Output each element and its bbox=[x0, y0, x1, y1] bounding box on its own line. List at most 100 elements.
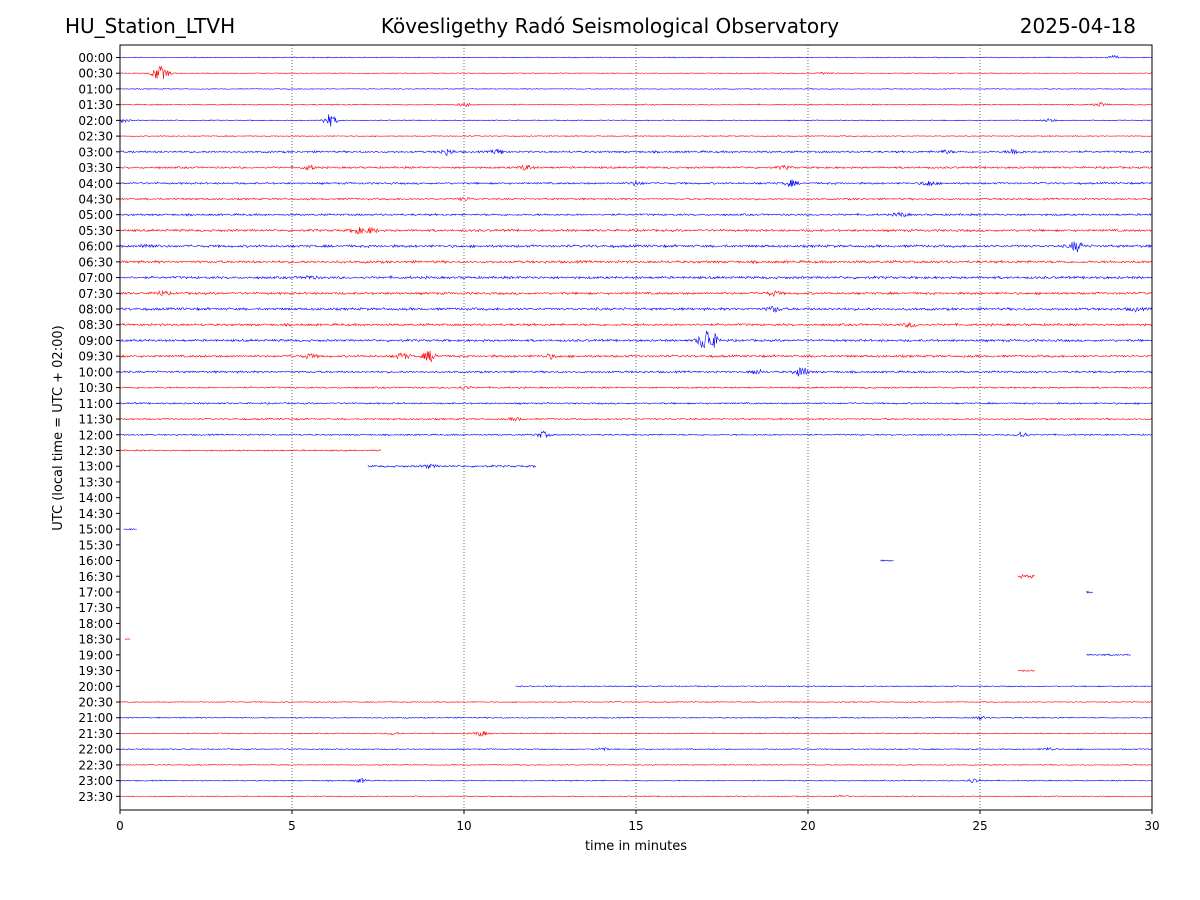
seismic-trace-1930 bbox=[1017, 669, 1035, 672]
seismic-trace-0600 bbox=[119, 241, 1153, 253]
y-tick-label: 02:30 bbox=[78, 130, 113, 144]
y-tick-label: 02:00 bbox=[78, 114, 113, 128]
seismic-trace-0500 bbox=[119, 211, 1152, 218]
seismic-trace-1030 bbox=[119, 385, 1153, 390]
seismic-trace-0100 bbox=[119, 88, 1152, 90]
y-tick-label: 17:00 bbox=[78, 585, 113, 599]
seismic-trace-0300 bbox=[119, 148, 1152, 157]
y-tick-label: 07:30 bbox=[78, 287, 113, 301]
seismic-trace-0930 bbox=[119, 350, 1152, 363]
x-tick-label: 15 bbox=[628, 819, 643, 833]
seismic-trace-0800 bbox=[119, 305, 1153, 313]
y-tick-label: 03:30 bbox=[78, 161, 113, 175]
seismic-trace-1300 bbox=[367, 463, 536, 470]
seismic-trace-2230 bbox=[119, 763, 1152, 766]
seismic-trace-0900 bbox=[119, 330, 1153, 349]
seismic-trace-2030 bbox=[119, 701, 1152, 703]
seismic-trace-0030 bbox=[119, 65, 1152, 80]
seismic-trace-0200 bbox=[119, 114, 1152, 127]
y-tick-label: 00:00 bbox=[78, 51, 113, 65]
seismic-trace-2000 bbox=[515, 685, 1152, 688]
seismic-trace-1100 bbox=[119, 401, 1153, 405]
seismic-trace-1900 bbox=[1086, 653, 1131, 657]
y-tick-label: 06:30 bbox=[78, 255, 113, 269]
seismic-trace-2130 bbox=[119, 731, 1152, 737]
y-tick-label: 14:30 bbox=[78, 507, 113, 521]
y-tick-label: 18:30 bbox=[78, 633, 113, 647]
y-tick-label: 23:00 bbox=[78, 774, 113, 788]
station-name: HU_Station_LTVH bbox=[65, 14, 236, 38]
y-tick-label: 19:00 bbox=[78, 648, 113, 662]
seismic-trace-2300 bbox=[119, 777, 1152, 784]
y-tick-label: 18:00 bbox=[78, 617, 113, 631]
x-tick-label: 20 bbox=[800, 819, 815, 833]
y-tick-label: 10:00 bbox=[78, 365, 113, 379]
seismic-trace-1830 bbox=[124, 638, 131, 640]
y-tick-label: 14:00 bbox=[78, 491, 113, 505]
y-tick-label: 11:30 bbox=[78, 413, 113, 427]
seismic-trace-1500 bbox=[123, 528, 137, 531]
y-tick-label: 07:00 bbox=[78, 271, 113, 285]
x-tick-label: 5 bbox=[288, 819, 296, 833]
y-tick-label: 21:30 bbox=[78, 727, 113, 741]
seismic-trace-0330 bbox=[119, 164, 1153, 171]
y-tick-label: 20:00 bbox=[78, 680, 113, 694]
seismic-trace-0430 bbox=[119, 196, 1153, 202]
seismic-trace-0730 bbox=[119, 290, 1153, 298]
y-tick-label: 20:30 bbox=[78, 696, 113, 710]
observatory-title: Kövesligethy Radó Seismological Observat… bbox=[380, 14, 840, 38]
seismic-trace-0700 bbox=[119, 275, 1153, 281]
seismic-trace-0830 bbox=[119, 322, 1153, 328]
seismic-trace-0630 bbox=[119, 259, 1152, 265]
seismic-trace-2200 bbox=[119, 746, 1152, 752]
y-tick-label: 05:00 bbox=[78, 208, 113, 222]
seismic-trace-0230 bbox=[119, 135, 1152, 138]
y-tick-label: 15:00 bbox=[78, 523, 113, 537]
seismic-trace-0130 bbox=[119, 101, 1152, 107]
y-tick-label: 09:00 bbox=[78, 334, 113, 348]
y-tick-label: 08:30 bbox=[78, 318, 113, 332]
seismic-trace-1000 bbox=[119, 367, 1153, 377]
y-tick-label: 12:00 bbox=[78, 428, 113, 442]
grid-layer bbox=[291, 45, 981, 810]
y-axis-label: UTC (local time = UTC + 02:00) bbox=[51, 325, 66, 530]
y-tick-label: 01:00 bbox=[78, 82, 113, 96]
y-tick-label: 17:30 bbox=[78, 601, 113, 615]
record-date: 2025-04-18 bbox=[1019, 14, 1136, 38]
seismic-trace-1630 bbox=[1017, 573, 1035, 580]
y-tick-label: 16:30 bbox=[78, 570, 113, 584]
y-tick-label: 00:30 bbox=[78, 67, 113, 81]
y-tick-label: 19:30 bbox=[78, 664, 113, 678]
seismic-trace-1230 bbox=[119, 449, 382, 452]
seismic-trace-0530 bbox=[119, 226, 1152, 235]
x-axis-label: time in minutes bbox=[585, 839, 687, 854]
y-tick-label: 04:00 bbox=[78, 177, 113, 191]
seismic-trace-2330 bbox=[119, 794, 1152, 798]
y-tick-label: 06:00 bbox=[78, 240, 113, 254]
y-tick-label: 12:30 bbox=[78, 444, 113, 458]
y-tick-label: 16:00 bbox=[78, 554, 113, 568]
seismic-trace-0000 bbox=[119, 54, 1152, 59]
seismic-trace-1130 bbox=[119, 416, 1153, 422]
y-tick-label: 04:30 bbox=[78, 192, 113, 206]
y-tick-label: 13:00 bbox=[78, 460, 113, 474]
y-tick-label: 22:00 bbox=[78, 743, 113, 757]
y-tick-label: 05:30 bbox=[78, 224, 113, 238]
y-tick-label: 10:30 bbox=[78, 381, 113, 395]
y-tick-label: 13:30 bbox=[78, 475, 113, 489]
y-tick-label: 03:00 bbox=[78, 145, 113, 159]
y-tick-label: 22:30 bbox=[78, 758, 113, 772]
y-tick-label: 21:00 bbox=[78, 711, 113, 725]
x-tick-label: 10 bbox=[456, 819, 471, 833]
x-tick-layer: 0 5 10 15 20 25 30 bbox=[116, 810, 1160, 833]
seismic-trace-2100 bbox=[119, 715, 1152, 721]
seismic-trace-1200 bbox=[119, 430, 1152, 438]
y-tick-label: 09:30 bbox=[78, 350, 113, 364]
x-tick-label: 25 bbox=[972, 819, 987, 833]
seismic-trace-1600 bbox=[880, 559, 894, 562]
seismic-trace-1700 bbox=[1086, 590, 1093, 594]
seismic-trace-0400 bbox=[119, 179, 1152, 188]
y-tick-label: 01:30 bbox=[78, 98, 113, 112]
